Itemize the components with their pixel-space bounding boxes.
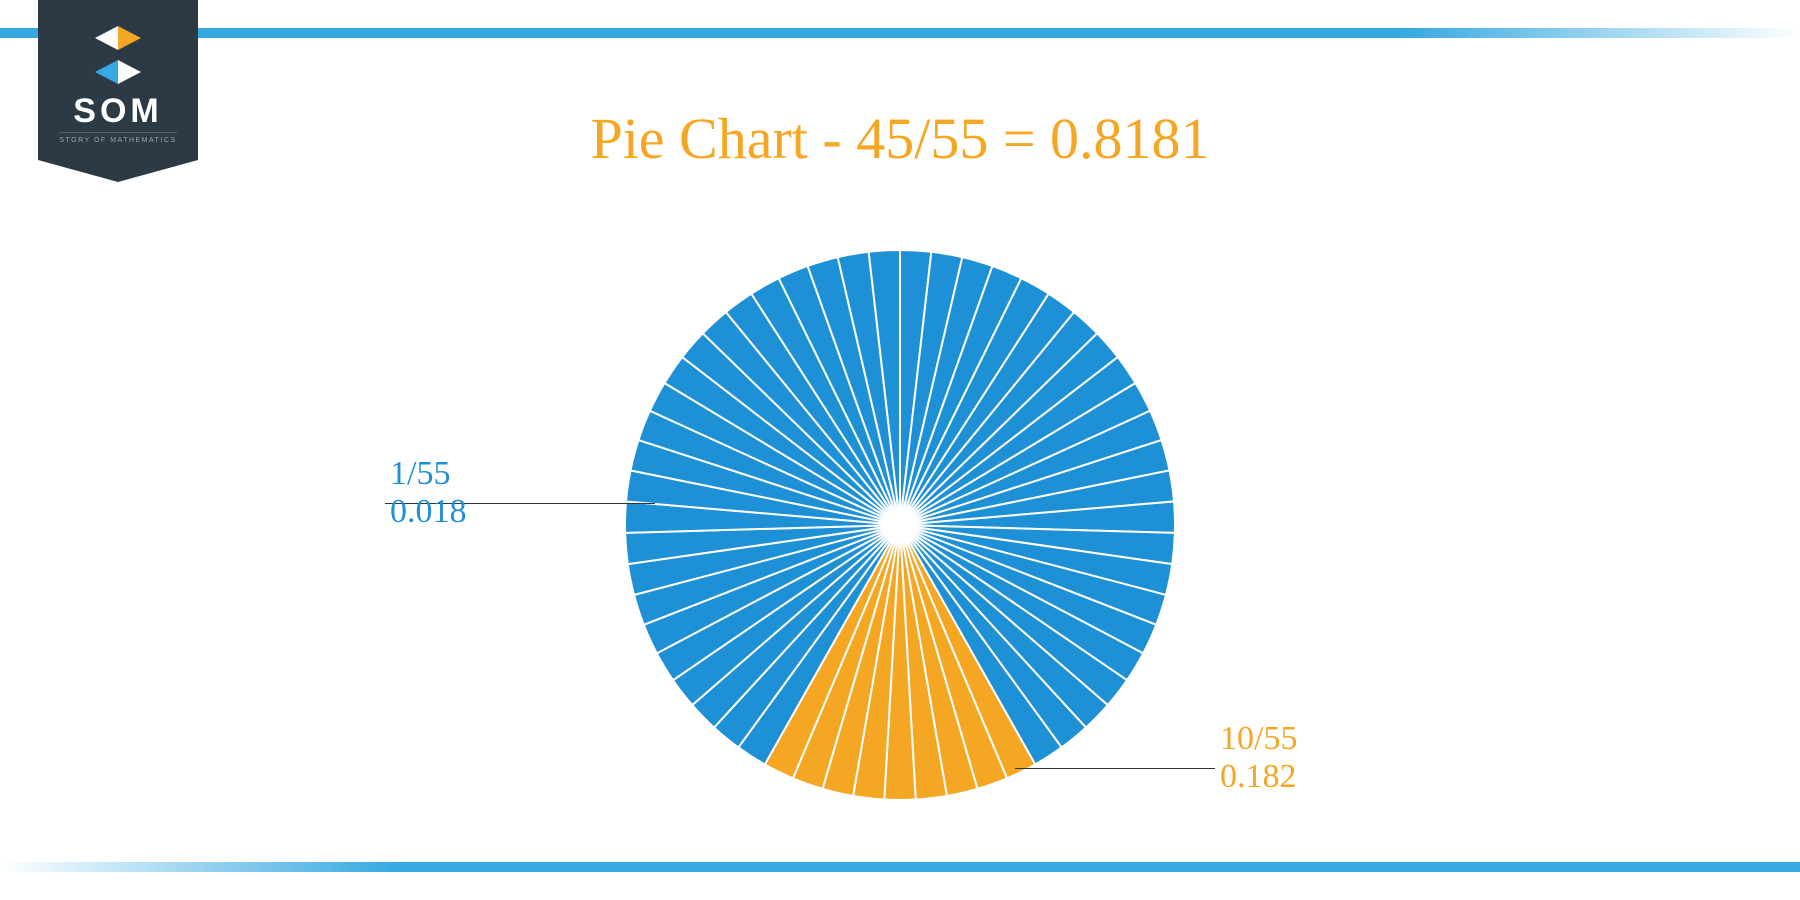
logo-title: SOM <box>73 94 162 128</box>
top-accent-bar <box>0 28 1800 38</box>
label-blue: 1/55 0.018 <box>390 455 467 531</box>
logo-subtitle: STORY OF MATHEMATICS <box>59 132 176 144</box>
chart-title: Pie Chart - 45/55 = 0.8181 <box>0 105 1800 172</box>
label-yellow-fraction: 10/55 <box>1220 720 1297 758</box>
logo-badge: SOM STORY OF MATHEMATICS <box>38 0 198 160</box>
label-leader-right <box>1015 768 1215 769</box>
label-blue-fraction: 1/55 <box>390 455 467 493</box>
label-yellow-decimal: 0.182 <box>1220 758 1297 796</box>
label-blue-decimal: 0.018 <box>390 493 467 531</box>
label-yellow: 10/55 0.182 <box>1220 720 1297 796</box>
logo-icon <box>89 26 147 84</box>
pie-chart <box>620 245 1180 805</box>
bottom-accent-bar <box>0 862 1800 872</box>
